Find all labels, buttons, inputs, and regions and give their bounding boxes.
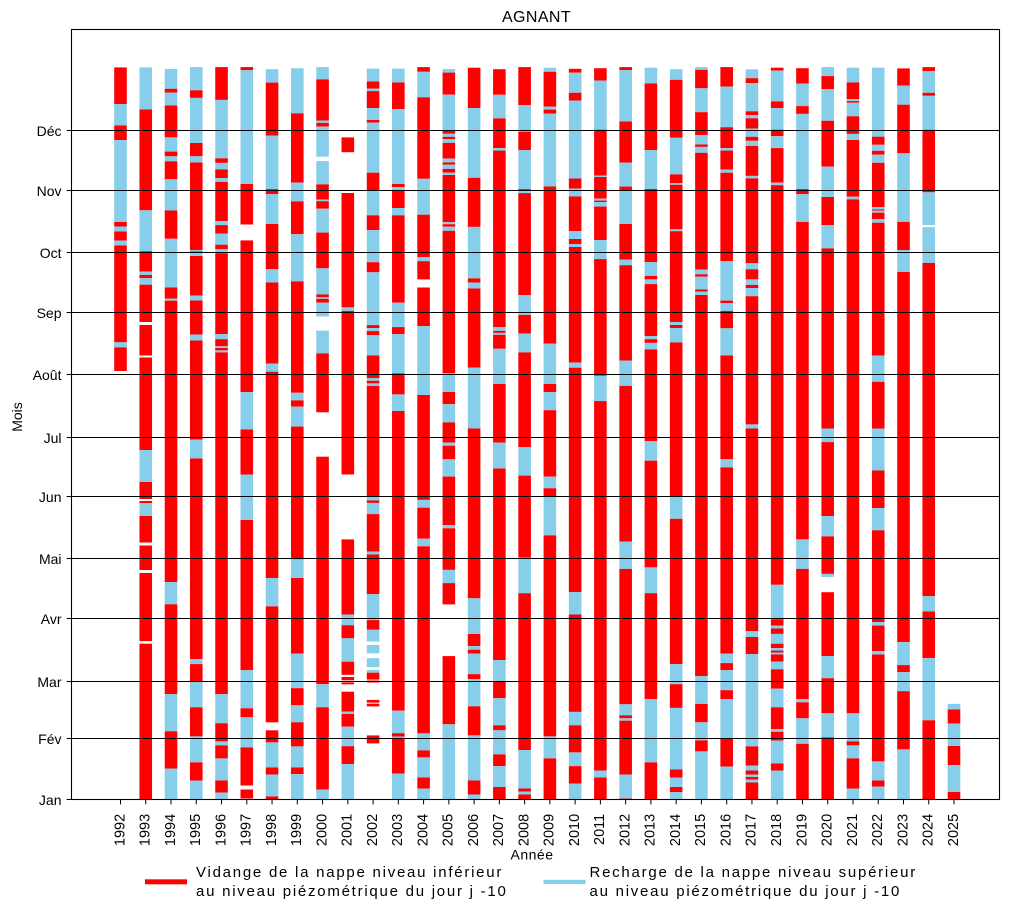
svg-text:2000: 2000 bbox=[314, 814, 330, 846]
svg-text:Recharge de la nappe niveau su: Recharge de la nappe niveau supérieur bbox=[590, 864, 917, 881]
svg-text:2006: 2006 bbox=[466, 814, 482, 846]
svg-text:2002: 2002 bbox=[365, 814, 381, 846]
svg-text:2003: 2003 bbox=[390, 814, 406, 846]
svg-text:2024: 2024 bbox=[921, 814, 937, 846]
svg-text:2022: 2022 bbox=[870, 814, 886, 846]
svg-text:1996: 1996 bbox=[213, 814, 229, 846]
svg-text:Déc: Déc bbox=[37, 123, 62, 139]
svg-text:Année: Année bbox=[511, 847, 554, 863]
svg-text:2020: 2020 bbox=[820, 814, 836, 846]
svg-text:2001: 2001 bbox=[340, 814, 356, 846]
svg-text:2016: 2016 bbox=[718, 814, 734, 846]
svg-text:Mois: Mois bbox=[9, 402, 25, 432]
svg-text:Sep: Sep bbox=[37, 305, 62, 321]
svg-text:Vidange de la nappe niveau inf: Vidange de la nappe niveau inférieur bbox=[196, 864, 503, 881]
svg-text:2007: 2007 bbox=[491, 814, 507, 846]
svg-text:1997: 1997 bbox=[239, 814, 255, 846]
svg-text:Nov: Nov bbox=[37, 183, 62, 199]
svg-text:2010: 2010 bbox=[567, 814, 583, 846]
svg-text:Mai: Mai bbox=[39, 551, 62, 567]
svg-text:Jan: Jan bbox=[39, 792, 62, 808]
svg-text:au niveau piézométrique du jou: au niveau piézométrique du jour j -10 bbox=[196, 883, 508, 900]
svg-text:2011: 2011 bbox=[592, 814, 608, 845]
svg-text:2025: 2025 bbox=[946, 814, 962, 846]
svg-text:2019: 2019 bbox=[794, 814, 810, 846]
svg-text:2013: 2013 bbox=[643, 814, 659, 846]
svg-text:Avr: Avr bbox=[41, 611, 62, 627]
svg-text:2012: 2012 bbox=[617, 814, 633, 846]
svg-text:Août: Août bbox=[33, 367, 62, 383]
svg-text:Oct: Oct bbox=[40, 245, 62, 261]
svg-text:Jun: Jun bbox=[39, 489, 62, 505]
svg-text:2014: 2014 bbox=[668, 814, 684, 846]
svg-text:1994: 1994 bbox=[163, 814, 179, 846]
svg-text:Mar: Mar bbox=[37, 674, 61, 690]
svg-text:2009: 2009 bbox=[542, 814, 558, 846]
svg-text:1992: 1992 bbox=[112, 814, 128, 846]
svg-text:Jul: Jul bbox=[44, 430, 62, 446]
svg-text:2018: 2018 bbox=[769, 814, 785, 846]
svg-text:1995: 1995 bbox=[188, 814, 204, 846]
svg-text:Fév: Fév bbox=[38, 731, 61, 747]
svg-text:2021: 2021 bbox=[845, 814, 861, 846]
svg-text:1993: 1993 bbox=[138, 814, 154, 846]
svg-text:2004: 2004 bbox=[415, 814, 431, 846]
svg-text:1999: 1999 bbox=[289, 814, 305, 846]
svg-text:2015: 2015 bbox=[693, 814, 709, 846]
svg-text:2023: 2023 bbox=[895, 814, 911, 846]
svg-text:2017: 2017 bbox=[744, 814, 760, 846]
svg-text:au niveau piézométrique du jou: au niveau piézométrique du jour j -10 bbox=[590, 883, 902, 900]
svg-text:AGNANT: AGNANT bbox=[502, 9, 571, 26]
svg-text:2008: 2008 bbox=[516, 814, 532, 846]
svg-text:2005: 2005 bbox=[441, 814, 457, 846]
svg-text:1998: 1998 bbox=[264, 814, 280, 846]
